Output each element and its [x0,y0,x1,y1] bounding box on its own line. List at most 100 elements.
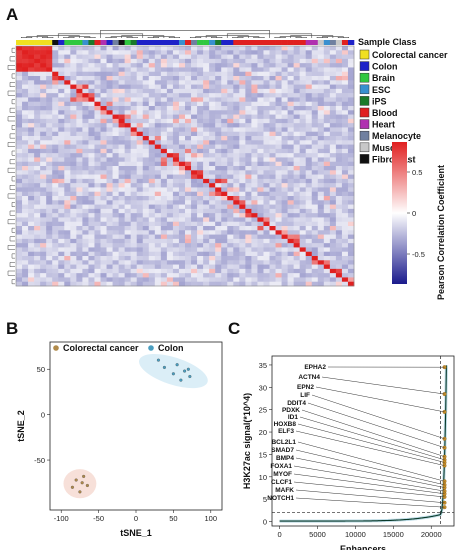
heatmap-cell [148,230,156,235]
heatmap-cell [88,93,95,98]
heatmap-cell [40,110,47,115]
class-bar-cell [118,40,125,45]
heatmap-cell [263,71,270,77]
dendrogram-branch [147,36,159,38]
heatmap-cell [100,277,107,283]
heatmap-cell [287,114,294,120]
heatmap-cell [70,67,77,73]
heatmap-cell [233,174,240,180]
gene-label: BMP4 [276,455,294,462]
heatmap-cell [178,281,186,287]
heatmap-cell [28,243,35,248]
heatmap-cell [88,54,95,60]
heatmap-cell [136,97,144,103]
heatmap-cell [52,260,59,265]
heatmap-cell [142,178,150,184]
heatmap-cell [106,196,113,201]
heatmap-cell [335,213,343,218]
heatmap-cell [233,157,240,163]
heatmap-cell [317,88,325,94]
heatmap-cell [209,63,216,68]
heatmap-cell [323,226,331,231]
class-bar-cell [76,40,83,45]
heatmap-cell [311,178,319,184]
heatmap-cell [317,101,325,107]
heatmap-cell [323,153,331,158]
heatmap-cell [64,144,71,150]
heatmap-cell [46,191,53,197]
heatmap-cell [52,187,59,193]
heatmap-cell [22,213,29,218]
heatmap-cell [323,221,331,227]
heatmap-cell [148,204,156,210]
heatmap-cell [245,88,252,94]
heatmap-cell [329,187,337,193]
heatmap-cell [209,200,216,205]
heatmap-cell [130,153,138,158]
heatmap-cell [287,148,294,154]
heatmap-cell [239,260,246,265]
heatmap-cell [263,196,270,201]
heatmap-cell [305,226,313,231]
heatmap-cell [118,54,125,60]
heatmap-cell [293,110,300,115]
heatmap-cell [341,230,349,235]
heatmap-cell [106,247,113,253]
heatmap-cell [130,84,138,90]
heatmap-cell [34,183,41,188]
heatmap-cell [293,106,300,111]
heatmap-cell [281,63,288,68]
heatmap-cell [100,106,107,111]
class-bar-cell [203,40,210,45]
heatmap-cell [52,217,59,223]
heatmap-cell [317,153,325,158]
heatmap-cell [263,110,270,115]
heatmap-cell [269,213,276,218]
heatmap-cell [46,174,53,180]
heatmap-cell [185,208,192,214]
heatmap-cell [154,226,162,231]
dendrogram-branch [11,176,15,182]
heatmap-cell [251,118,258,124]
heatmap-cell [239,140,246,145]
heatmap-cell [130,273,138,278]
gene-leader-line [301,409,445,457]
heatmap-cell [281,101,288,107]
heatmap-cell [275,170,282,175]
heatmap-cell [166,71,174,77]
heatmap-cell [82,251,89,257]
heatmap-cell [335,243,343,248]
heatmap-cell [323,196,331,201]
heatmap-cell [40,127,47,133]
heatmap-cell [40,281,47,287]
heatmap-cell [118,166,125,171]
gene-label: DDIT4 [287,400,306,407]
heatmap-cell [58,256,65,261]
heatmap-cell [329,208,337,214]
heatmap-cell [166,191,174,197]
gene-label: HOXB8 [274,421,297,428]
heatmap-cell [287,191,294,197]
heatmap-cell [88,131,95,137]
heatmap-cell [335,54,343,60]
heatmap-cell [341,178,349,184]
heatmap-cell [112,84,119,90]
heatmap-cell [178,148,186,154]
heatmap-cell [82,54,89,60]
heatmap-cell [178,67,186,73]
heatmap-cell [275,191,282,197]
heatmap-cell [323,67,331,73]
heatmap-cell [347,247,355,253]
heatmap-cell [64,281,71,287]
heatmap-cell [88,144,95,150]
heatmap-cell [106,140,113,145]
heatmap-cell [335,281,343,287]
heatmap-cell [70,191,77,197]
heatmap-cell [52,46,59,51]
heatmap-cell [245,76,252,81]
heatmap-cell [311,260,319,265]
heatmap-cell [106,88,113,94]
gene-point [442,436,447,441]
heatmap-cell [305,101,313,107]
heatmap-cell [100,88,107,94]
